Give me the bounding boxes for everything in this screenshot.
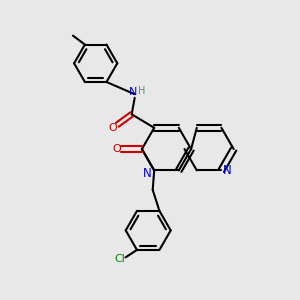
Text: N: N — [223, 164, 232, 177]
Text: O: O — [112, 144, 121, 154]
Text: N: N — [129, 87, 137, 98]
Text: Cl: Cl — [115, 254, 126, 264]
Text: O: O — [109, 123, 118, 133]
Text: H: H — [138, 86, 145, 96]
Text: N: N — [143, 167, 152, 180]
